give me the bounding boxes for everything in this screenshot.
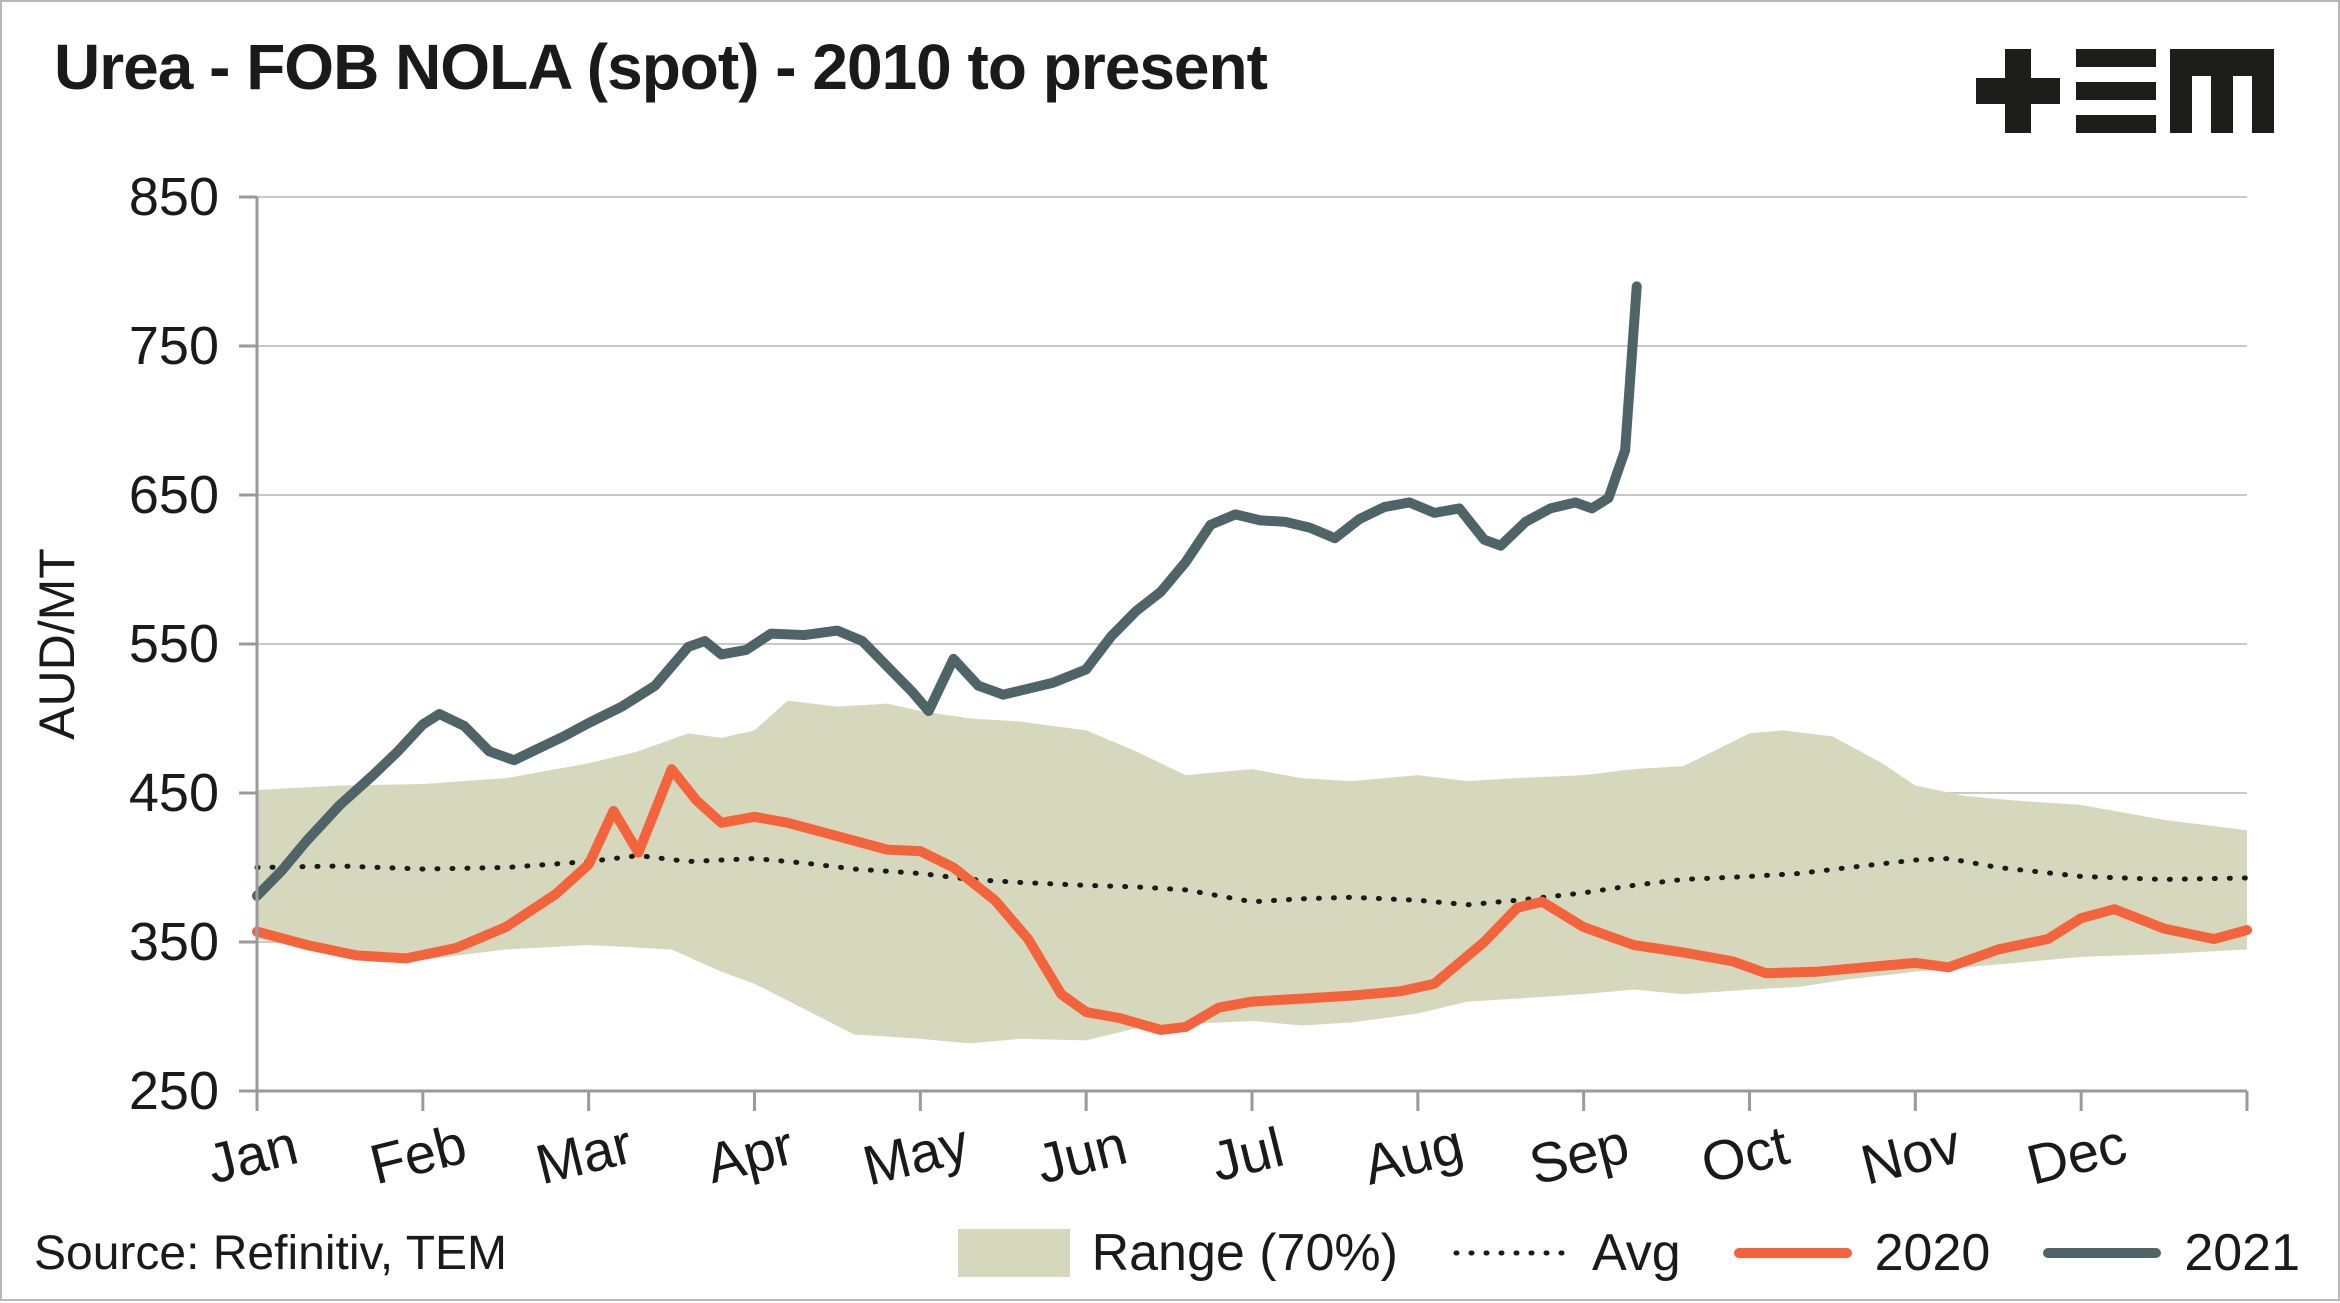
x-month-label: Feb bbox=[364, 1112, 473, 1196]
y-tick-label: 650 bbox=[129, 465, 219, 525]
legend-2021-label: 2021 bbox=[2184, 1224, 2300, 1282]
y-tick-label: 550 bbox=[129, 614, 219, 674]
avg-dotted-line-icon bbox=[1453, 1250, 1567, 1256]
range-band-swatch-icon bbox=[957, 1229, 1070, 1277]
source-text: Source: Refinitiv, TEM bbox=[34, 1227, 508, 1280]
series-line-avg bbox=[254, 853, 2250, 908]
y-tick-label: 350 bbox=[129, 912, 219, 972]
x-month-label: Jan bbox=[201, 1113, 304, 1196]
x-month-label: Dec bbox=[2021, 1111, 2133, 1196]
x-month-label: Sep bbox=[1523, 1111, 1635, 1196]
legend-item-range: Range (70%) bbox=[957, 1223, 1398, 1283]
series-line-2021 bbox=[252, 281, 1642, 901]
legend-item-2020: 2020 bbox=[1733, 1223, 1991, 1283]
x-month-label: Jul bbox=[1205, 1115, 1290, 1193]
legend-2020-label: 2020 bbox=[1874, 1224, 1991, 1282]
series-line-2020 bbox=[252, 764, 2252, 1035]
y-tick-label: 750 bbox=[129, 316, 219, 376]
x-month-label: Oct bbox=[1695, 1113, 1795, 1195]
chart-legend: Range (70%) Avg 2020 2021 bbox=[957, 1223, 2300, 1283]
y-tick-label: 450 bbox=[129, 763, 219, 823]
legend-avg-label: Avg bbox=[1591, 1224, 1681, 1282]
legend-item-avg: Avg bbox=[1450, 1223, 1681, 1283]
x-month-label: Apr bbox=[700, 1113, 800, 1195]
x-month-label: Mar bbox=[530, 1112, 639, 1196]
x-month-label: Jun bbox=[1030, 1113, 1133, 1196]
line-2021-icon bbox=[2043, 1248, 2162, 1258]
y-axis-title: AUD/MT bbox=[29, 548, 85, 740]
x-month-label: May bbox=[857, 1111, 975, 1198]
x-month-label: Nov bbox=[1855, 1111, 1967, 1196]
y-tick-label: 250 bbox=[129, 1061, 219, 1121]
y-tick-label: 850 bbox=[129, 167, 219, 227]
x-month-label: Aug bbox=[1357, 1111, 1469, 1196]
tem-logo bbox=[1976, 49, 2274, 133]
page-title: Urea - FOB NOLA (spot) - 2010 to present bbox=[54, 31, 1268, 103]
range-band bbox=[257, 700, 2247, 1044]
line-2020-icon bbox=[1733, 1248, 1852, 1258]
legend-item-2021: 2021 bbox=[2042, 1223, 2300, 1283]
legend-range-label: Range (70%) bbox=[1091, 1224, 1398, 1282]
tem-logo-marks bbox=[1976, 49, 2274, 133]
